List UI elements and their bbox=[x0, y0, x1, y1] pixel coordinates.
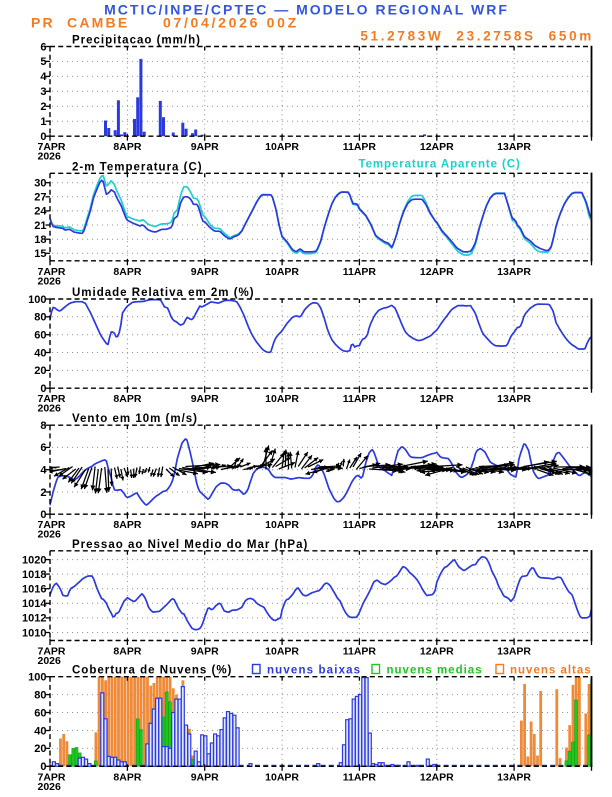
svg-text:5: 5 bbox=[40, 56, 46, 68]
svg-text:60: 60 bbox=[34, 707, 46, 719]
svg-text:21: 21 bbox=[34, 220, 46, 232]
svg-text:4: 4 bbox=[40, 465, 47, 477]
svg-text:10APR: 10APR bbox=[265, 393, 299, 405]
svg-text:2: 2 bbox=[40, 101, 46, 113]
svg-text:nuvens baixas: nuvens baixas bbox=[267, 665, 361, 677]
svg-text:nuvens medias: nuvens medias bbox=[387, 665, 483, 677]
svg-text:2026: 2026 bbox=[38, 655, 62, 667]
svg-text:13APR: 13APR bbox=[497, 266, 531, 278]
svg-text:10APR: 10APR bbox=[265, 141, 299, 153]
svg-text:51.2783W 23.2758S 650m: 51.2783W 23.2758S 650m bbox=[360, 29, 594, 44]
svg-text:11APR: 11APR bbox=[343, 141, 377, 153]
svg-text:PR CAMBE: PR CAMBE bbox=[31, 14, 129, 30]
svg-text:8APR: 8APR bbox=[113, 519, 141, 531]
svg-text:13APR: 13APR bbox=[497, 519, 531, 531]
svg-text:1020: 1020 bbox=[22, 554, 46, 566]
svg-text:9APR: 9APR bbox=[191, 646, 219, 658]
svg-text:8APR: 8APR bbox=[113, 393, 141, 405]
svg-text:30: 30 bbox=[34, 178, 46, 190]
svg-text:10APR: 10APR bbox=[265, 519, 299, 531]
svg-text:10APR: 10APR bbox=[265, 646, 299, 658]
svg-text:40: 40 bbox=[34, 725, 46, 737]
svg-text:1014: 1014 bbox=[22, 598, 47, 610]
svg-text:12APR: 12APR bbox=[420, 646, 454, 658]
svg-text:24: 24 bbox=[34, 206, 47, 218]
svg-text:80: 80 bbox=[34, 312, 46, 324]
svg-text:13APR: 13APR bbox=[497, 646, 531, 658]
svg-text:8: 8 bbox=[40, 420, 46, 432]
svg-text:12APR: 12APR bbox=[420, 141, 454, 153]
svg-text:3: 3 bbox=[40, 86, 46, 98]
svg-text:2026: 2026 bbox=[38, 403, 62, 415]
svg-text:07/04/2026 00Z: 07/04/2026 00Z bbox=[163, 14, 299, 30]
svg-text:13APR: 13APR bbox=[497, 141, 531, 153]
svg-text:40: 40 bbox=[34, 347, 46, 359]
svg-text:Temperatura Aparente (C): Temperatura Aparente (C) bbox=[359, 159, 521, 171]
svg-text:20: 20 bbox=[34, 743, 46, 755]
svg-text:10APR: 10APR bbox=[265, 266, 299, 278]
svg-text:2-m Temperatura (C): 2-m Temperatura (C) bbox=[72, 161, 203, 173]
svg-text:100: 100 bbox=[28, 672, 46, 684]
svg-text:12APR: 12APR bbox=[420, 266, 454, 278]
svg-text:15: 15 bbox=[34, 248, 46, 260]
svg-text:Umidade Relativa em 2m (%): Umidade Relativa em 2m (%) bbox=[72, 287, 255, 299]
svg-text:nuvens altas: nuvens altas bbox=[510, 665, 592, 677]
svg-text:11APR: 11APR bbox=[343, 519, 377, 531]
svg-text:9APR: 9APR bbox=[191, 519, 219, 531]
svg-text:8APR: 8APR bbox=[113, 141, 141, 153]
svg-text:2026: 2026 bbox=[38, 275, 62, 287]
svg-text:2026: 2026 bbox=[38, 781, 62, 792]
svg-text:9APR: 9APR bbox=[191, 771, 219, 783]
svg-text:60: 60 bbox=[34, 330, 46, 342]
svg-text:80: 80 bbox=[34, 689, 46, 701]
svg-text:Vento em 10m (m/s): Vento em 10m (m/s) bbox=[72, 413, 198, 425]
svg-text:11APR: 11APR bbox=[343, 393, 377, 405]
svg-text:1012: 1012 bbox=[22, 613, 46, 625]
svg-text:8APR: 8APR bbox=[113, 771, 141, 783]
svg-text:12APR: 12APR bbox=[420, 519, 454, 531]
svg-text:1016: 1016 bbox=[22, 584, 46, 596]
svg-text:1: 1 bbox=[40, 116, 46, 128]
svg-text:13APR: 13APR bbox=[497, 393, 531, 405]
svg-text:2026: 2026 bbox=[38, 151, 62, 163]
svg-text:8APR: 8APR bbox=[113, 646, 141, 658]
svg-text:4: 4 bbox=[40, 71, 47, 83]
svg-text:12APR: 12APR bbox=[420, 393, 454, 405]
svg-text:11APR: 11APR bbox=[343, 266, 377, 278]
svg-text:100: 100 bbox=[28, 294, 46, 306]
svg-text:20: 20 bbox=[34, 365, 46, 377]
svg-text:6: 6 bbox=[40, 41, 46, 53]
svg-text:11APR: 11APR bbox=[343, 646, 377, 658]
svg-text:27: 27 bbox=[34, 192, 46, 204]
svg-text:1018: 1018 bbox=[22, 569, 46, 581]
svg-text:18: 18 bbox=[34, 234, 46, 246]
svg-text:9APR: 9APR bbox=[191, 266, 219, 278]
svg-text:Precipitacao (mm/h): Precipitacao (mm/h) bbox=[72, 35, 201, 47]
svg-text:10APR: 10APR bbox=[265, 771, 299, 783]
svg-text:9APR: 9APR bbox=[191, 393, 219, 405]
svg-text:9APR: 9APR bbox=[191, 141, 219, 153]
svg-text:Cobertura de Nuvens (%): Cobertura de Nuvens (%) bbox=[72, 665, 232, 677]
svg-text:6: 6 bbox=[40, 442, 46, 454]
svg-text:Pressao ao Nivel Medio do Mar: Pressao ao Nivel Medio do Mar (hPa) bbox=[72, 539, 308, 551]
svg-text:12APR: 12APR bbox=[420, 771, 454, 783]
svg-text:13APR: 13APR bbox=[497, 771, 531, 783]
svg-text:8APR: 8APR bbox=[113, 266, 141, 278]
svg-text:2026: 2026 bbox=[38, 529, 62, 541]
svg-text:11APR: 11APR bbox=[343, 771, 377, 783]
svg-text:1010: 1010 bbox=[22, 627, 46, 639]
svg-text:2: 2 bbox=[40, 487, 46, 499]
